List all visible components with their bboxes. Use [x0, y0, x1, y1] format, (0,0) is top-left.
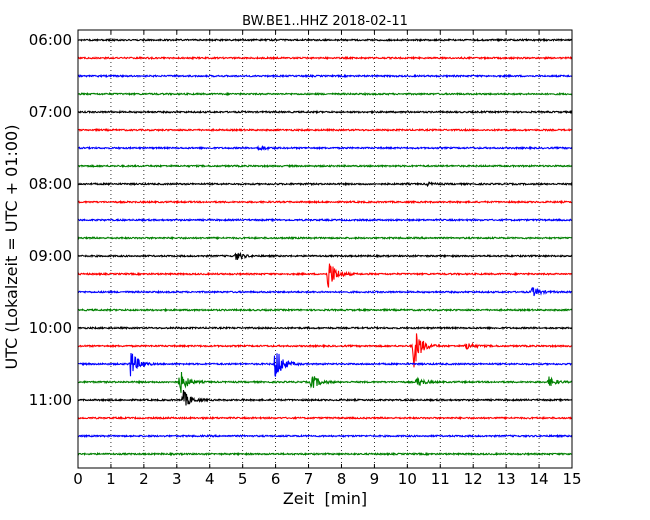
x-tick-label: 0	[73, 470, 83, 488]
seismic-trace	[77, 144, 573, 152]
seismic-trace	[77, 109, 573, 115]
trace-group	[77, 37, 573, 457]
x-tick-label: 4	[205, 470, 215, 488]
x-tick-label: 2	[139, 470, 149, 488]
y-axis-ticks: 06:00 07:00 08:00 09:00 10:00 11:00	[29, 31, 572, 409]
seismic-trace	[77, 451, 573, 457]
seismic-trace	[77, 127, 573, 133]
seismic-trace	[77, 353, 573, 377]
x-tick-label: 7	[304, 470, 314, 488]
seismic-trace	[77, 235, 573, 241]
seismic-trace	[77, 199, 573, 205]
seismic-trace	[77, 251, 573, 260]
x-tick-label: 6	[271, 470, 281, 488]
x-tick-label: 13	[497, 470, 516, 488]
grid-lines	[110, 30, 540, 468]
x-tick-label: 10	[398, 470, 417, 488]
seismic-trace	[77, 433, 573, 439]
seismic-trace	[77, 307, 573, 313]
seismic-trace	[77, 181, 573, 188]
x-tick-label: 8	[337, 470, 347, 488]
seismic-trace	[77, 333, 573, 368]
y-tick-label: 06:00	[29, 31, 72, 49]
x-tick-label: 12	[464, 470, 483, 488]
x-tick-label: 15	[562, 470, 581, 488]
chart-title: BW.BE1..HHZ 2018-02-11	[242, 14, 408, 29]
seismic-trace	[77, 55, 573, 61]
x-tick-label: 1	[106, 470, 116, 488]
seismic-trace	[77, 415, 573, 421]
y-tick-label: 08:00	[29, 175, 72, 193]
y-tick-label: 09:00	[29, 247, 72, 265]
seismic-trace	[77, 163, 573, 169]
seismic-trace	[77, 37, 573, 43]
seismic-trace	[77, 325, 573, 331]
y-axis-label: UTC (Lokalzeit = UTC + 01:00)	[2, 125, 21, 370]
x-tick-label: 3	[172, 470, 182, 488]
seismic-trace	[77, 91, 573, 97]
seismic-trace	[78, 287, 573, 297]
x-tick-label: 9	[370, 470, 380, 488]
seismic-trace	[77, 371, 573, 393]
x-tick-label: 11	[431, 470, 450, 488]
x-axis-ticks: 0 1 2 3 4 5 6 7 8 9 10 11 12 13 14 15	[73, 30, 582, 488]
x-tick-label: 14	[530, 470, 549, 488]
seismic-trace	[77, 217, 573, 223]
y-tick-label: 07:00	[29, 103, 72, 121]
seismic-trace	[77, 389, 573, 406]
y-tick-label: 11:00	[29, 391, 72, 409]
seismic-trace	[77, 263, 573, 288]
x-tick-label: 5	[238, 470, 248, 488]
x-axis-label: Zeit [min]	[283, 489, 367, 508]
plot-frame	[77, 29, 573, 469]
seismic-trace	[77, 73, 573, 79]
y-tick-label: 10:00	[29, 319, 72, 337]
